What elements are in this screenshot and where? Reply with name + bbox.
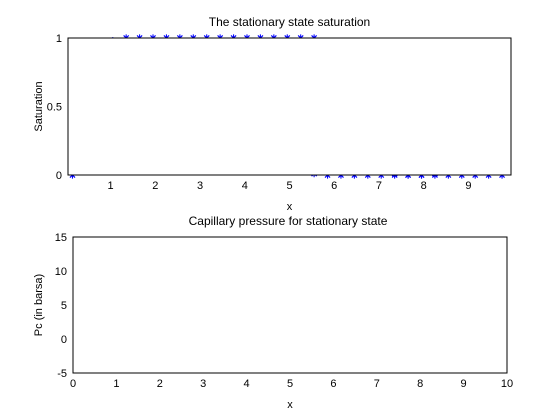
saturation-chart-title: The stationary state saturation [209, 15, 370, 29]
x-tick-label: 6 [330, 378, 336, 390]
x-tick-label: 1 [107, 180, 113, 192]
x-tick-label: 4 [242, 180, 248, 192]
pressure-chart-title: Capillary pressure for stationary state [189, 214, 388, 228]
x-tick-label: 0 [70, 378, 76, 390]
x-tick-label: 5 [286, 180, 292, 192]
y-tick-label: 5 [61, 300, 67, 312]
x-tick-label: 10 [501, 378, 513, 390]
x-tick-label: 4 [244, 378, 250, 390]
x-tick-label: 8 [417, 378, 423, 390]
pressure-x-axis-label: x [287, 399, 293, 411]
y-tick-label: 0 [61, 334, 67, 346]
saturation-y-axis-label: Saturation [33, 81, 45, 131]
x-tick-label: 6 [331, 180, 337, 192]
x-tick-label: 9 [465, 180, 471, 192]
pressure-x-ticks: 0 1 2 3 4 5 6 7 8 9 10 [70, 237, 513, 390]
y-tick-label: 15 [55, 232, 67, 244]
x-tick-label: 2 [157, 378, 163, 390]
pressure-y-ticks: -5 0 5 10 15 [55, 232, 507, 380]
y-tick-label: 0 [56, 170, 62, 182]
y-tick-label: -5 [57, 368, 67, 380]
y-tick-label: 10 [55, 266, 67, 278]
saturation-x-axis-label: x [287, 201, 293, 213]
x-tick-label: 2 [152, 180, 158, 192]
pressure-plot-area [72, 236, 508, 374]
x-tick-label: 1 [113, 378, 119, 390]
saturation-chart: S = 0.9S = 0.7S = 0.5S = 0.3S = 0.1 1234… [33, 15, 512, 213]
x-tick-label: 5 [287, 378, 293, 390]
y-tick-label: 1 [56, 33, 62, 45]
x-tick-label: 8 [421, 180, 427, 192]
x-tick-label: 3 [200, 378, 206, 390]
y-tick-label: 0.5 [47, 102, 62, 114]
capillary-pressure-chart: S = 0.1S = 0.3S = 0.5S = 0.7S = 0.9 0123… [33, 214, 513, 411]
x-tick-label: 9 [461, 378, 467, 390]
x-tick-label: 3 [197, 180, 203, 192]
x-tick-label: 7 [374, 378, 380, 390]
pressure-y-axis-label: Pc (in barsa) [33, 274, 45, 336]
x-tick-label: 7 [376, 180, 382, 192]
saturation-plot-area [67, 37, 512, 176]
